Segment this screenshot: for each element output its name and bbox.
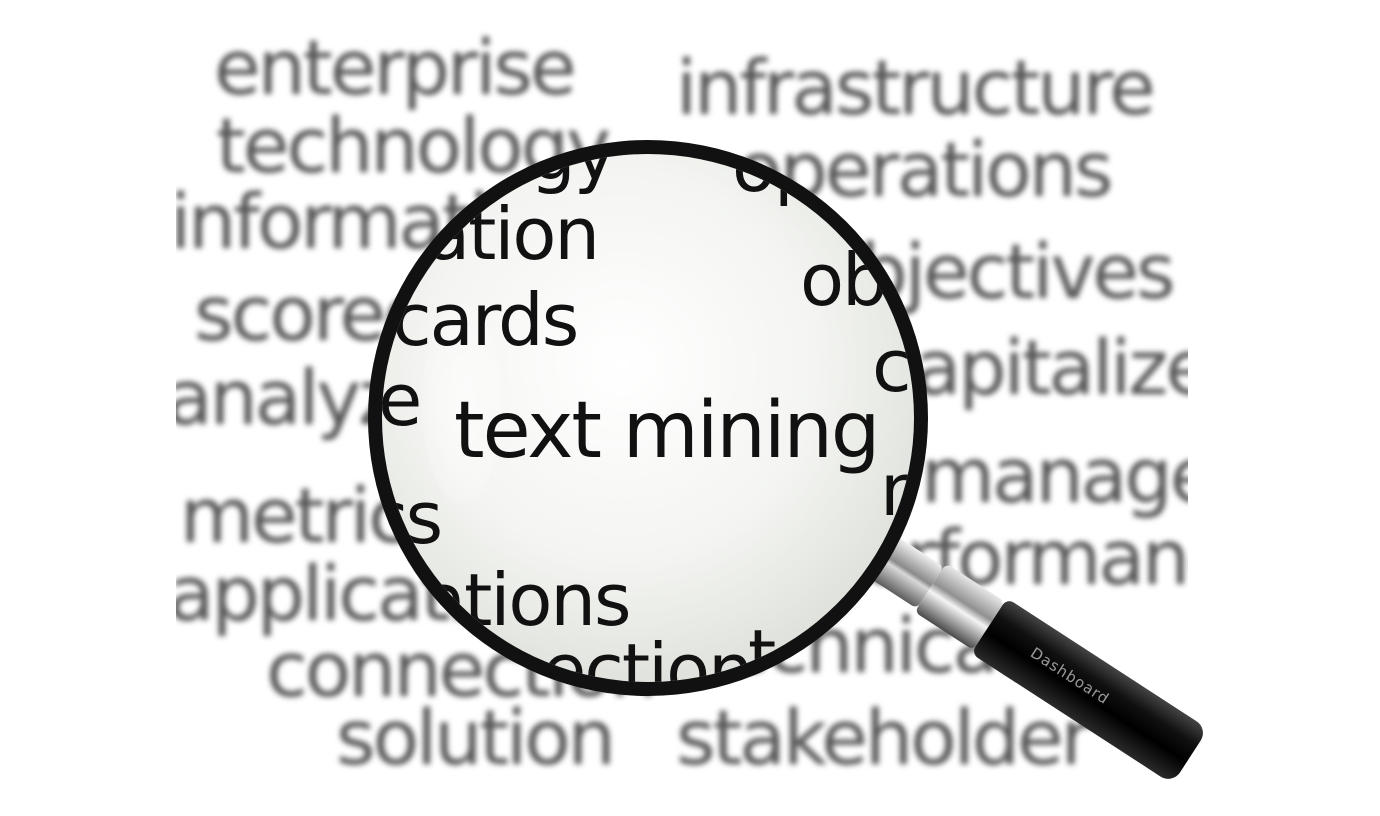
bg-word-infrastructure: infrastructure [676, 43, 1156, 132]
lens-reflection [422, 304, 502, 504]
lens-word-ection: ection [542, 628, 754, 682]
bg-word-solution: solution [336, 693, 616, 782]
lens-word-op: op [732, 154, 820, 208]
bg-word-stakeholder: stakeholder [676, 693, 1092, 782]
lens-word-e: e [382, 358, 422, 442]
lens-word-cards: cards [392, 278, 579, 362]
lens-word-te: te [748, 614, 819, 682]
magnifying-glass-lens: gy ation op ob cards c e text mining m c… [368, 140, 928, 696]
lens-word-text-mining: text mining [454, 386, 880, 476]
bg-word-capitalize: capitalize [876, 323, 1188, 412]
bg-word-manage: manage [921, 431, 1188, 520]
lens-word-cs: cs [382, 476, 443, 560]
bg-word-enterprise: enterprise [214, 23, 577, 112]
lens-glass: gy ation op ob cards c e text mining m c… [382, 154, 914, 682]
lens-word-ations: ations [422, 558, 632, 642]
lens-word-ob: ob [800, 238, 888, 322]
lens-word-gy: gy [530, 154, 616, 196]
lens-word-c: c [872, 324, 912, 408]
lens-word-ation: ation [426, 192, 600, 276]
lens-word-m: m [880, 454, 914, 526]
